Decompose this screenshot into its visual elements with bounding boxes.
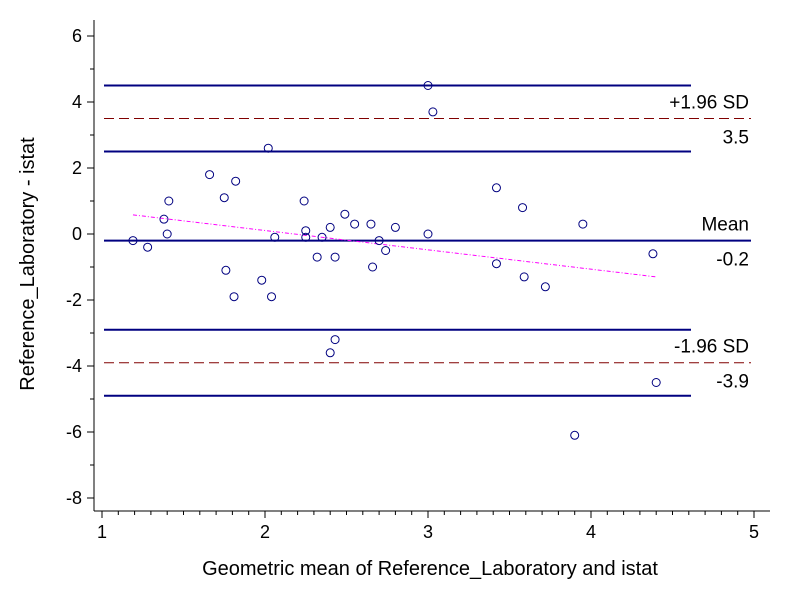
upper-loa-label: +1.96 SD xyxy=(669,93,749,114)
data-point xyxy=(423,81,433,90)
axes: -8 -6 -4 -2 0 2 4 6 1 2 3 4 5 xyxy=(66,20,770,542)
x-tick-label: 4 xyxy=(586,522,596,542)
data-point xyxy=(299,196,309,206)
data-point xyxy=(143,242,153,252)
x-tick-label: 2 xyxy=(260,522,270,542)
data-point xyxy=(159,214,169,224)
x-tick-label: 5 xyxy=(749,522,759,542)
data-point xyxy=(162,229,172,239)
y-tick-label: 0 xyxy=(72,224,82,244)
data-point xyxy=(267,292,277,302)
x-axis-title: Geometric mean of Reference_Laboratory a… xyxy=(202,558,658,580)
data-point xyxy=(374,236,384,246)
data-point xyxy=(368,262,378,272)
reference-lines xyxy=(104,84,751,397)
data-point xyxy=(219,193,229,203)
data-point xyxy=(229,292,239,302)
data-point xyxy=(518,203,528,213)
data-point xyxy=(257,275,267,285)
mean-value-label: -0.2 xyxy=(716,250,749,271)
data-point xyxy=(128,236,138,246)
regression-line-group xyxy=(132,214,657,278)
y-axis-title: Reference_Laboratory - istat xyxy=(17,137,39,391)
data-point xyxy=(570,430,580,440)
y-tick-label: 2 xyxy=(72,158,82,178)
data-point xyxy=(578,219,588,229)
data-point xyxy=(301,232,311,242)
data-point xyxy=(317,232,327,242)
data-point xyxy=(270,232,280,242)
y-tick-label: -6 xyxy=(66,422,82,442)
data-point xyxy=(221,265,231,275)
data-point xyxy=(651,378,661,387)
data-point xyxy=(325,348,335,358)
data-point xyxy=(540,282,550,292)
data-point xyxy=(330,252,340,262)
x-tick-label: 3 xyxy=(423,522,433,542)
y-tick-label: 4 xyxy=(72,92,82,112)
data-point xyxy=(428,107,438,117)
data-point xyxy=(312,252,322,262)
data-point xyxy=(205,170,215,180)
y-tick-label: -8 xyxy=(66,488,82,508)
y-tick-label: 6 xyxy=(72,26,82,46)
data-point xyxy=(301,226,311,236)
data-point xyxy=(381,246,391,255)
data-point xyxy=(263,143,273,153)
data-point xyxy=(340,209,350,219)
data-point xyxy=(350,219,360,229)
mean-label: Mean xyxy=(701,215,749,236)
y-tick-label: -4 xyxy=(66,356,82,376)
data-point xyxy=(164,196,174,206)
data-point xyxy=(325,222,335,232)
data-point xyxy=(330,335,340,345)
data-point xyxy=(423,229,433,239)
y-tick-label: -2 xyxy=(66,290,82,310)
data-point xyxy=(648,249,658,259)
x-tick-label: 1 xyxy=(97,522,107,542)
data-point xyxy=(366,219,376,229)
data-point xyxy=(519,272,529,282)
reference-labels: +1.96 SD 3.5 Mean -0.2 -1.96 SD -3.9 xyxy=(669,93,749,393)
data-point xyxy=(491,259,501,269)
data-point xyxy=(491,183,501,193)
upper-loa-value-label: 3.5 xyxy=(723,128,749,149)
lower-loa-label: -1.96 SD xyxy=(674,337,749,358)
data-points xyxy=(128,81,661,440)
regression-line xyxy=(132,214,657,278)
lower-loa-value-label: -3.9 xyxy=(716,372,749,393)
data-point xyxy=(231,176,241,186)
data-point xyxy=(390,222,400,232)
